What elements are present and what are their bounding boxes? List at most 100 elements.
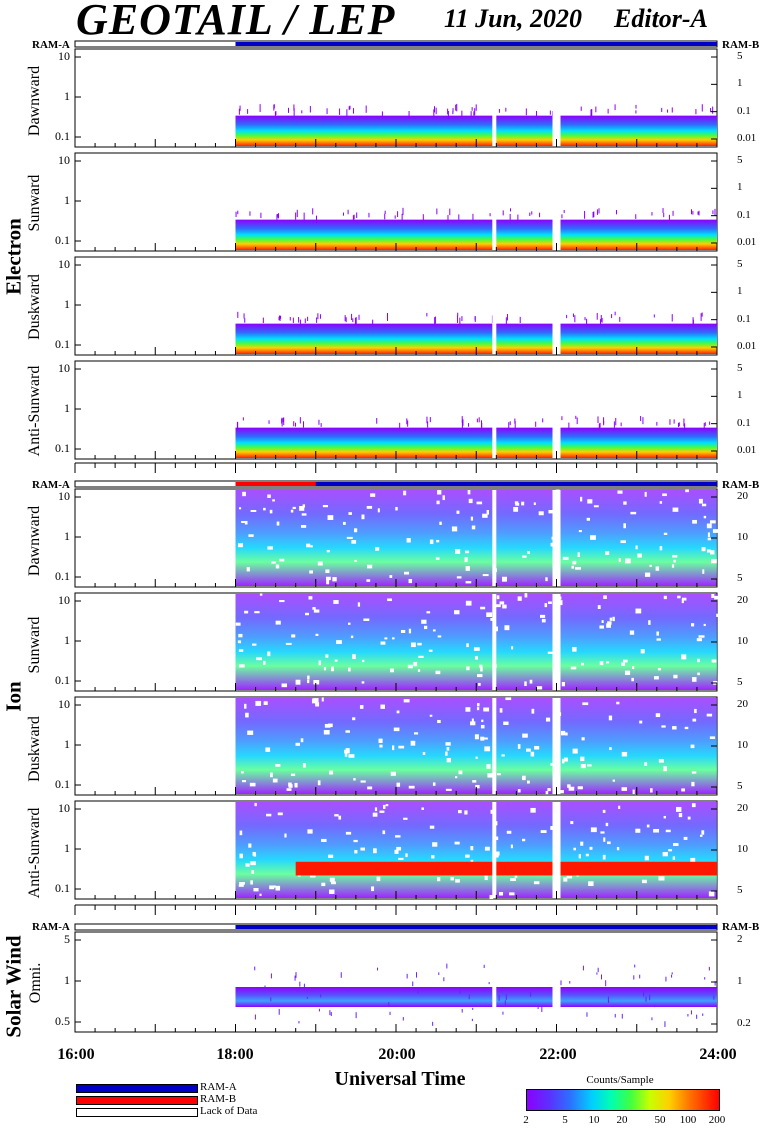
ion-panel-1-sparse bbox=[712, 529, 719, 533]
ion-panel-2-sparse bbox=[275, 620, 281, 625]
ion-panel-3-sparse bbox=[567, 784, 571, 788]
ion-panel-2-sparse bbox=[334, 659, 338, 662]
electron-panel-4-noise bbox=[318, 419, 320, 425]
ion-panel-3-sparse bbox=[644, 762, 648, 767]
ion-panel-4-sparse bbox=[266, 813, 272, 817]
ion-panel-1-y2-tick-label: 20 bbox=[737, 490, 748, 502]
sw-panel-1-noise bbox=[254, 966, 256, 971]
ion-panel-4-sparse bbox=[600, 831, 605, 834]
ion-panel-2-sparse bbox=[635, 608, 642, 614]
electron-panel-1-noise bbox=[505, 107, 507, 112]
sw-panel-1-noise bbox=[597, 967, 599, 973]
ion-panel-1-sparse bbox=[623, 523, 627, 529]
electron-panel-3-noise bbox=[355, 317, 357, 325]
ion-panel-1-sparse bbox=[575, 566, 582, 570]
ion-panel-2-sparse bbox=[336, 640, 342, 645]
sw-panel-1-y2-tick-label: 1 bbox=[737, 975, 743, 987]
ion-panel-3-sparse bbox=[564, 757, 568, 762]
ion-panel-3-sparse bbox=[432, 782, 436, 786]
ion-panel-3-sparse bbox=[352, 717, 356, 721]
sw-panel-1-noise bbox=[633, 975, 635, 980]
ion-panel-2-sparse bbox=[432, 629, 436, 632]
ion-panel-3-sparse bbox=[265, 747, 271, 752]
sw-panel-1-noise bbox=[254, 1014, 256, 1020]
ion-panel-1-sparse bbox=[572, 560, 577, 565]
ion-panel-1-sparse bbox=[244, 520, 248, 525]
ion-panel-1-sparse bbox=[587, 499, 593, 504]
ion-panel-4-sparse bbox=[238, 884, 244, 887]
ion-panel-4-sparse bbox=[250, 880, 253, 885]
ion-panel-1-sparse bbox=[322, 505, 329, 508]
ion-panel-4-sparse bbox=[259, 893, 262, 897]
sw-panel-1-noise bbox=[530, 991, 532, 997]
ion-panel-3-sparse bbox=[275, 764, 281, 767]
ion-panel-1-sparse bbox=[515, 502, 520, 506]
ion-panel-1-sparse bbox=[326, 579, 330, 585]
ion-panel-3-sparse bbox=[577, 786, 583, 790]
ion-panel-4-sparse bbox=[403, 817, 408, 820]
ion-panel-3-sparse bbox=[378, 738, 383, 743]
electron-panel-3-noise bbox=[243, 313, 245, 319]
ion-panel-2-sparse bbox=[291, 634, 296, 638]
electron-panel-1-noise bbox=[614, 104, 616, 111]
electron-panel-4-y-tick-label: 1 bbox=[64, 401, 70, 415]
ion-panel-4-sparse bbox=[321, 882, 326, 887]
ion-panel-4-sparse bbox=[607, 841, 611, 845]
sw-panel-1-noise bbox=[671, 972, 673, 975]
sw-panel-1-noise bbox=[608, 1000, 610, 1003]
x-tick-label: 20:00 bbox=[378, 1046, 416, 1063]
x-tick-label: 24:00 bbox=[699, 1046, 737, 1063]
ion-panel-4-sparse bbox=[668, 849, 673, 852]
electron-panel-3-noise bbox=[600, 319, 602, 325]
electron-panel-1-noise bbox=[259, 104, 261, 112]
ion-panel-4-sparse bbox=[239, 830, 243, 836]
ion-panel-3-sparse bbox=[661, 725, 666, 728]
electron-panel-1-noise bbox=[671, 107, 673, 113]
ion-panel-1-sparse bbox=[702, 569, 705, 574]
electron-panel-4-noise bbox=[242, 417, 244, 421]
sw-panel-1-noise bbox=[664, 1021, 666, 1028]
ion-panel-4-sparse bbox=[699, 834, 703, 837]
electron-panel-1-noise bbox=[238, 108, 240, 115]
ion-panel-1-sparse bbox=[366, 505, 373, 509]
electron-panel-2-noise bbox=[714, 208, 716, 216]
ion-panel-2-sparse bbox=[580, 662, 585, 666]
ion-panel-4-sparse bbox=[382, 830, 386, 835]
ion-panel-3-sparse bbox=[295, 742, 300, 746]
ion-panel-3-sparse bbox=[290, 773, 296, 776]
electron-panel-2-noise bbox=[510, 208, 512, 212]
ion-panel-4-sparse bbox=[360, 847, 366, 851]
ion-panel-2-sparse bbox=[348, 667, 351, 672]
electron-panel-3-data-gap bbox=[492, 258, 497, 354]
legend-ram-a-swatch bbox=[76, 1084, 198, 1093]
electron-panel-3-noise bbox=[459, 317, 461, 325]
sw-panel-1-noise bbox=[713, 995, 715, 1000]
electron-panel-1-noise bbox=[434, 106, 436, 113]
sw-panel-1-noise bbox=[471, 1018, 473, 1022]
ion-panel-1-sparse bbox=[671, 564, 675, 568]
ion-panel-3-sparse bbox=[526, 748, 531, 752]
electron-panel-1-noise bbox=[273, 104, 275, 111]
electron-panel-2-data-gap bbox=[556, 154, 561, 250]
ion-panel-4-sparse bbox=[251, 870, 255, 874]
ion-panel-1-sparse bbox=[332, 577, 337, 582]
ion-panel-3-sparse bbox=[245, 712, 249, 718]
electron-panel-1-noise bbox=[701, 104, 703, 112]
electron-panel-1-noise bbox=[293, 108, 295, 116]
legend-ram-a-label: RAM-A bbox=[200, 1081, 237, 1093]
ion-panel-2-sparse bbox=[495, 604, 501, 608]
electron-panel-3-y-tick-label: 0.1 bbox=[55, 337, 70, 351]
ion-panel-3-sparse bbox=[455, 776, 458, 779]
ion-panel-2-sparse bbox=[380, 641, 386, 645]
electron-panel-2-y2-tick-label: 5 bbox=[737, 154, 743, 166]
ion-panel-3-sparse bbox=[445, 742, 451, 746]
electron-panel-2-noise bbox=[312, 208, 314, 215]
sw-panel-1-noise bbox=[340, 972, 342, 978]
ion-panel-4-spectrum bbox=[235, 802, 717, 898]
electron-panel-4-noise bbox=[426, 416, 428, 424]
electron-panel-2-noise bbox=[563, 209, 565, 214]
sw-panel-1-noise bbox=[665, 976, 667, 982]
electron-panel-1-noise bbox=[408, 111, 410, 119]
ion-panel-2-sparse bbox=[548, 601, 552, 604]
ion-panel-2-sparse bbox=[410, 642, 416, 648]
